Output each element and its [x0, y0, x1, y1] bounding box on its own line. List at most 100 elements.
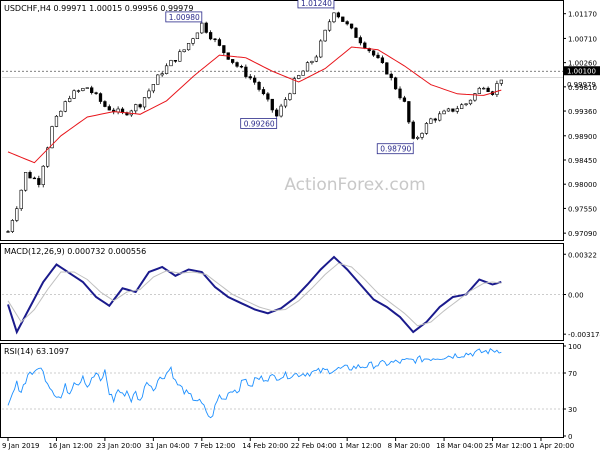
candle-body [319, 40, 323, 58]
candle-body [32, 177, 37, 180]
candle-body [151, 84, 155, 92]
candle-body [416, 137, 420, 139]
candle-body [305, 62, 310, 72]
candle-body [90, 87, 94, 94]
candle-body [191, 38, 195, 44]
candle-body [354, 27, 358, 38]
candle-body [411, 121, 415, 139]
candle-body [327, 21, 332, 31]
candle-body [460, 104, 464, 109]
rsi-ytick-label: 30 [568, 406, 577, 414]
x-tick-label: 9 Jan 2019 [2, 442, 40, 450]
candle-body [398, 88, 402, 99]
candle-body [468, 99, 473, 105]
candle-body [336, 12, 340, 18]
candle-body [142, 97, 147, 108]
x-tick-label: 8 Mar 20:00 [388, 442, 430, 450]
candle-body [72, 90, 76, 99]
candle-body [76, 90, 81, 92]
candle-body [301, 70, 305, 76]
price-layer: 1.01170 1.00710 1.00260 0.99810 0.99360 0.989… [2, 0, 600, 238]
annotation-label: 0.99260 [244, 119, 275, 128]
macd-series-signal [7, 262, 502, 327]
candle-body [442, 110, 446, 115]
candle-body [363, 42, 367, 49]
candle-body [164, 65, 169, 74]
candle-body [407, 101, 411, 123]
candle-body [94, 92, 98, 94]
candle-body [257, 81, 261, 90]
candle-body [208, 32, 213, 40]
candle-body [50, 126, 54, 149]
candle-body [178, 51, 182, 62]
macd-layer: 0.00322 0.00 -0.003174 [2, 251, 600, 339]
candle-body [68, 98, 72, 102]
candle-body [332, 12, 336, 23]
candle-body [451, 108, 455, 112]
candle-body [160, 73, 164, 76]
candle-body [310, 60, 314, 63]
rsi-ytick-label: 70 [568, 370, 577, 378]
candle-body [54, 115, 59, 127]
candle-body [393, 77, 398, 90]
annotation-box [376, 143, 414, 155]
price-ytick-label: 1.00260 [568, 60, 597, 68]
macd-ytick-label: 0.00322 [568, 251, 597, 259]
candle-body [204, 22, 208, 33]
candle-body [103, 101, 107, 107]
candle-body [37, 178, 41, 185]
candle-body [358, 37, 363, 44]
candle-body [424, 123, 429, 134]
candle-body [314, 56, 318, 62]
candle-body [244, 66, 248, 77]
candle-body [482, 87, 486, 90]
candle-body [349, 23, 354, 29]
rsi-ytick-label: 100 [568, 343, 581, 351]
candle-body [235, 62, 239, 67]
reference-line-label: 1.00100 [567, 68, 596, 76]
x-tick-label: 31 Jan 04:00 [145, 442, 189, 450]
candle-body [231, 59, 235, 63]
macd-series-macd [7, 255, 502, 335]
candle-body [464, 103, 468, 106]
candle-body [371, 50, 376, 56]
candle-body [297, 75, 301, 79]
reference-line-tag [564, 66, 600, 76]
candle-body [15, 208, 19, 221]
candle-body [195, 32, 200, 40]
watermark: ActionForex.com [284, 175, 425, 195]
candle-body [380, 57, 385, 64]
candle-body [266, 93, 270, 100]
rsi-title: RSI(14) 63.1097 [4, 347, 69, 356]
x-tick-label: 23 Jan 20:00 [97, 442, 141, 450]
rsi-ytick-label: 0 [568, 433, 572, 441]
candle-body [420, 133, 424, 138]
price-ytick-label: 0.98450 [568, 157, 597, 165]
annotation-box [240, 118, 278, 129]
price-ytick-label: 0.98000 [568, 181, 597, 189]
x-tick-label: 1 Apr 20:00 [533, 442, 574, 450]
candle-body [270, 98, 274, 111]
candle-body [98, 93, 103, 102]
candle-body [147, 90, 151, 98]
candle-body [385, 62, 389, 75]
candle-body [433, 118, 437, 121]
candle-body [41, 165, 45, 185]
candle-body [28, 172, 32, 179]
candle-body [323, 29, 327, 42]
candle-body [253, 77, 257, 83]
candle-body [63, 101, 67, 112]
candle-body [283, 99, 288, 107]
annotation-label: 1.00980 [169, 13, 200, 22]
candle-body [107, 106, 111, 111]
price-ytick-label: 0.97090 [568, 230, 597, 238]
candle-body [59, 110, 63, 117]
candle-body [292, 78, 296, 95]
x-tick-label: 14 Feb 20:00 [242, 442, 288, 450]
candle-body [46, 147, 50, 167]
price-ytick-label: 0.98900 [568, 133, 597, 141]
candle-body [138, 104, 142, 108]
candle-body [85, 87, 89, 89]
x-tick-label: 25 Mar 12:00 [485, 442, 532, 450]
